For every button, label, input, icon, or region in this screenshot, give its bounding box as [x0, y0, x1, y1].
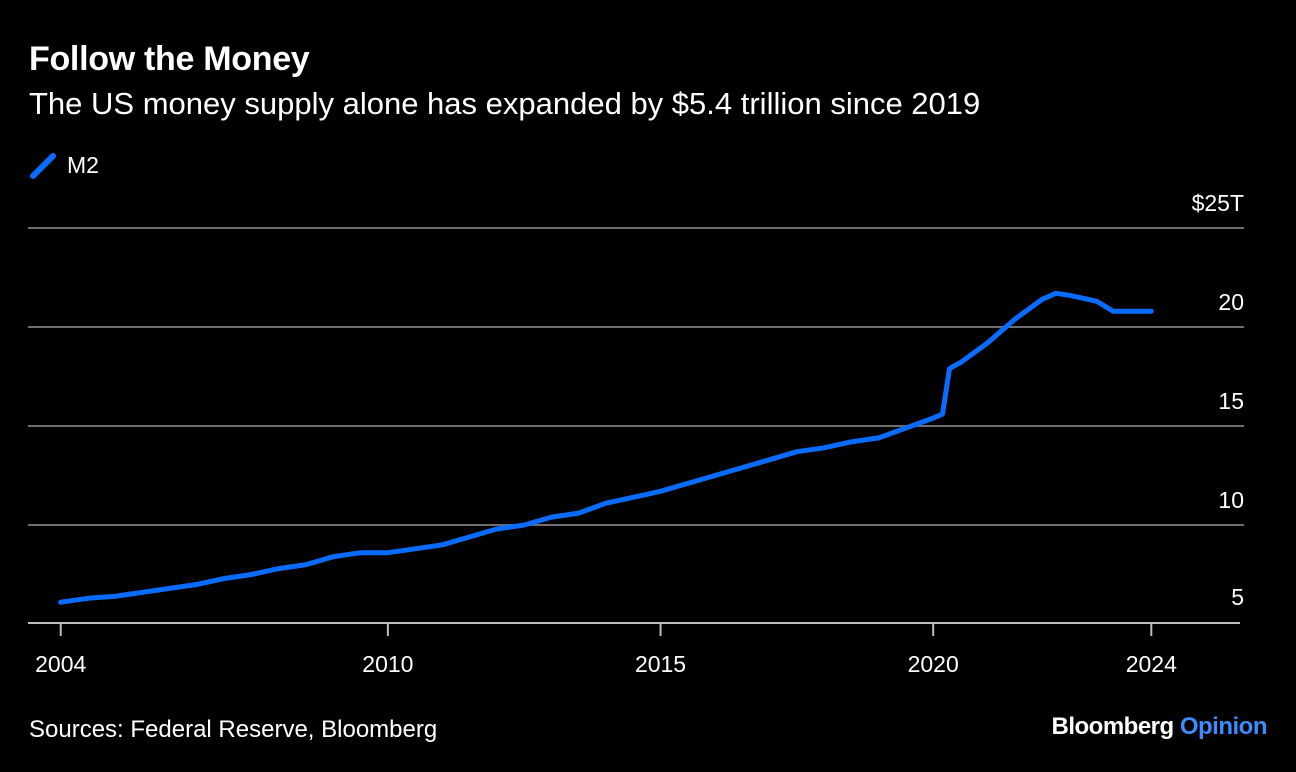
x-tick-labels: 2004 2010 2015 2020 2024 [35, 624, 1177, 677]
x-tick-label-2020: 2020 [908, 651, 959, 677]
x-tick-label-2015: 2015 [635, 651, 686, 677]
chart-title: Follow the Money [29, 40, 310, 78]
brand-logo: Bloomberg Opinion [1052, 713, 1268, 741]
source-note: Sources: Federal Reserve, Bloomberg [29, 716, 438, 743]
series-line-m2 [58, 290, 1154, 605]
gridlines [28, 227, 1244, 624]
x-tick-label-2004: 2004 [35, 651, 86, 677]
y-tick-label-10: 10 [1218, 487, 1244, 513]
y-tick-label-5: 5 [1231, 584, 1244, 610]
y-tick-labels: 5 10 15 20 $25T [1192, 190, 1244, 610]
y-tick-label-25: $25T [1192, 190, 1244, 216]
x-tick-label-2024: 2024 [1126, 651, 1177, 677]
series-layer [58, 290, 1154, 605]
legend: M2 [29, 150, 99, 180]
legend-swatch-m2 [30, 153, 56, 179]
brand-name: Bloomberg [1051, 713, 1175, 740]
chart-subtitle: The US money supply alone has expanded b… [29, 86, 981, 121]
x-tick-label-2010: 2010 [362, 651, 413, 677]
y-tick-label-15: 15 [1218, 388, 1244, 414]
brand-suffix: Opinion [1179, 713, 1268, 740]
y-tick-label-20: 20 [1218, 289, 1244, 315]
legend-label-m2: M2 [67, 151, 99, 178]
